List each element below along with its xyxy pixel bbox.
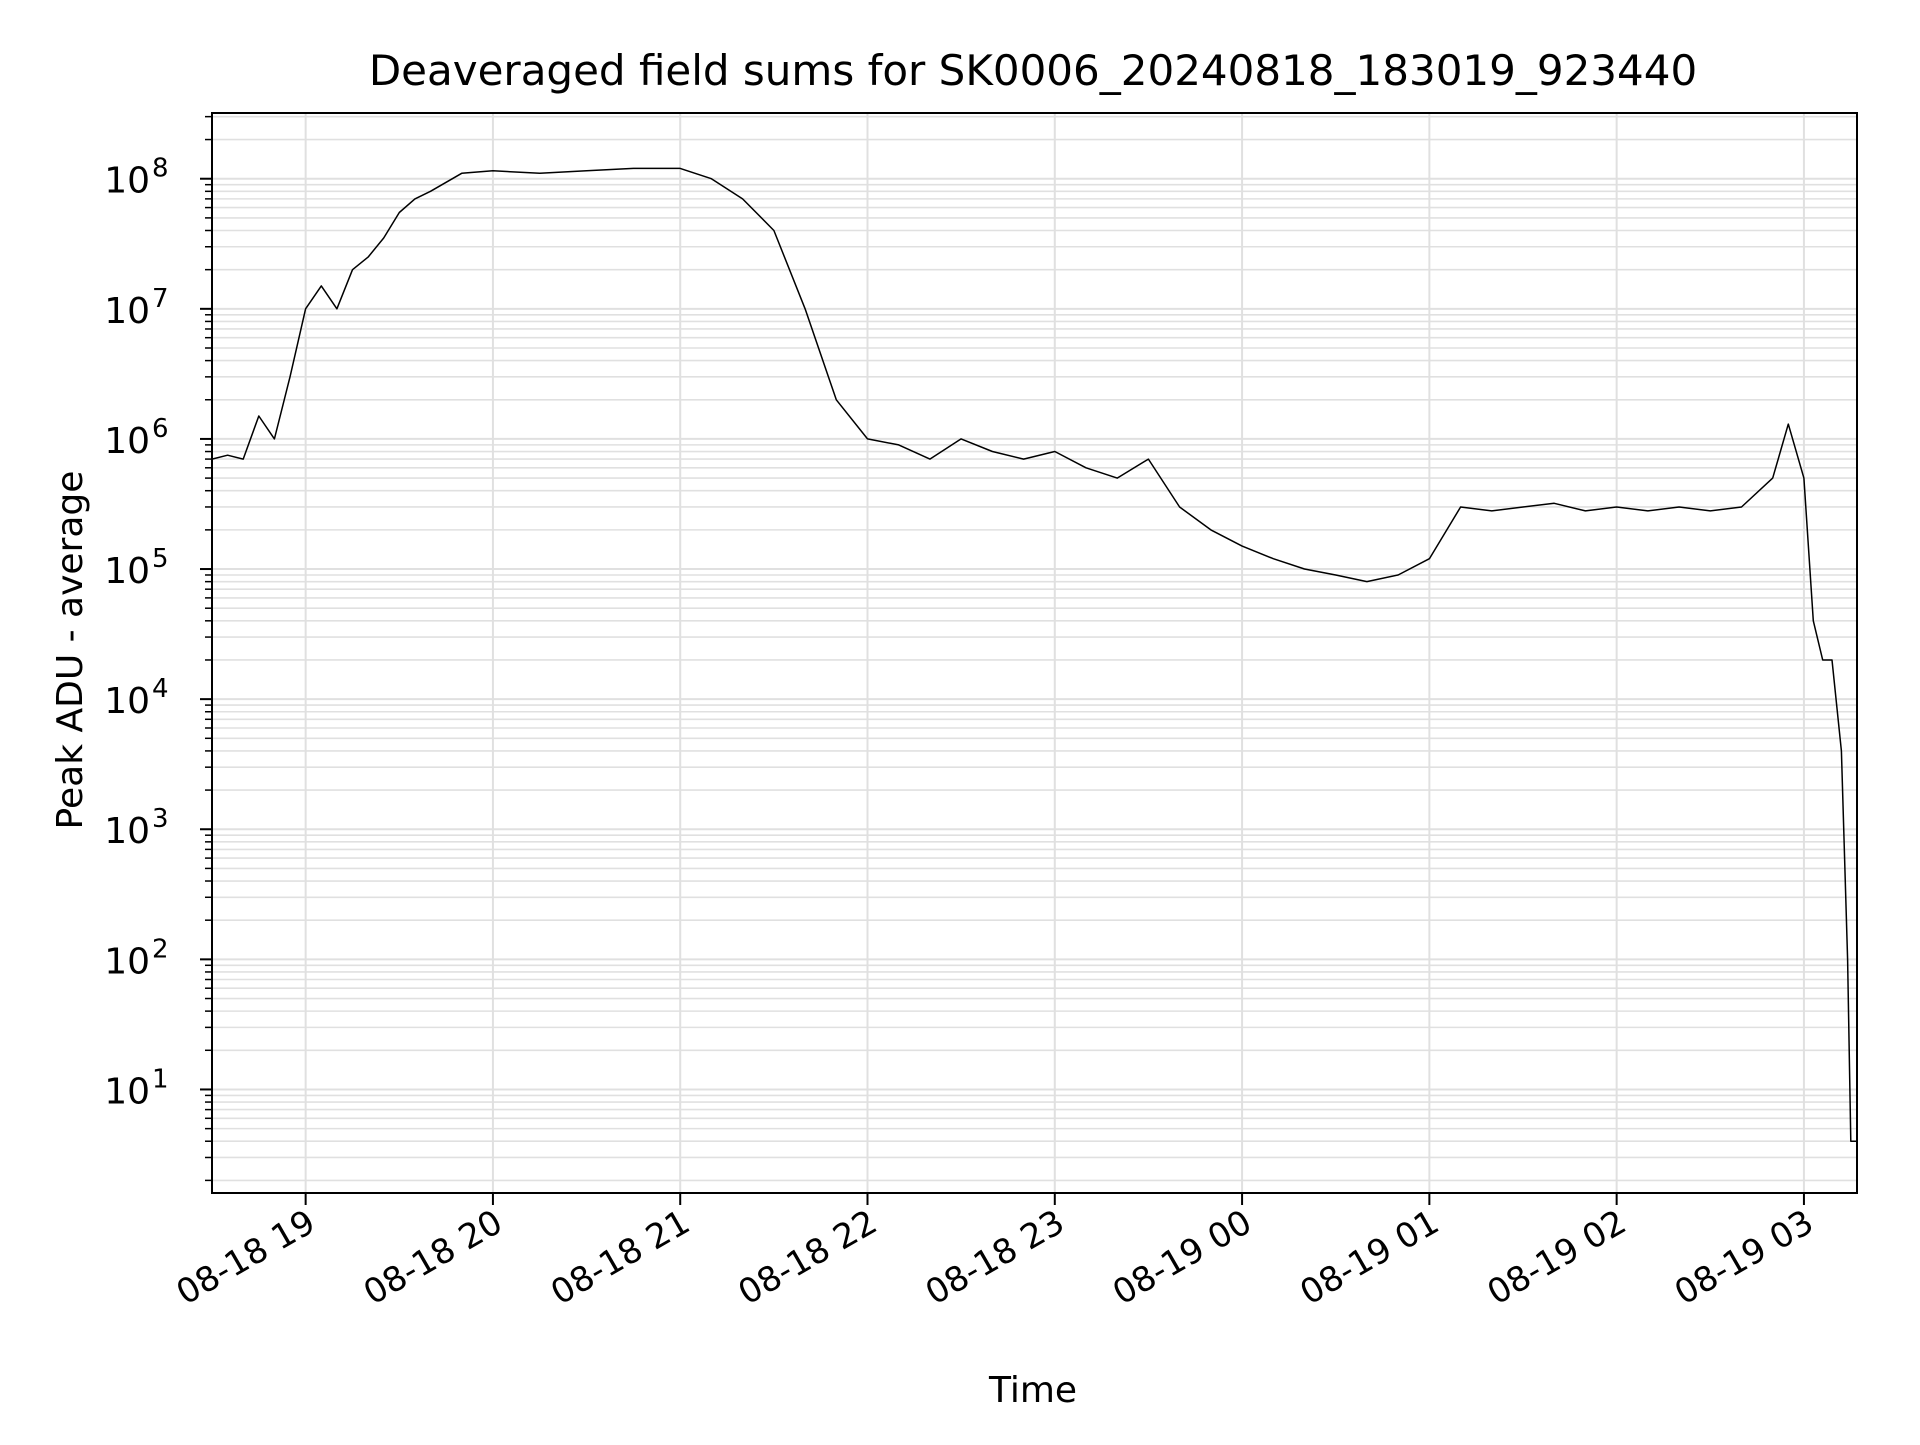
y-tick-label-exponent: 3 bbox=[152, 804, 169, 834]
series-line bbox=[211, 167, 1857, 1142]
y-tick-label-exponent: 5 bbox=[152, 544, 169, 574]
y-tick-label: 10 bbox=[104, 161, 150, 202]
y-tick-label-exponent: 8 bbox=[152, 154, 169, 184]
axes-frame bbox=[211, 112, 1858, 1194]
y-tick-label-exponent: 7 bbox=[152, 284, 169, 314]
plot-area bbox=[211, 167, 1857, 1142]
y-axis-label: Peak ADU - average bbox=[50, 471, 91, 830]
y-tick-label-exponent: 1 bbox=[152, 1064, 169, 1094]
y-tick-label: 10 bbox=[104, 811, 150, 852]
chart-title: Deaveraged field sums for SK0006_2024081… bbox=[369, 46, 1697, 95]
y-tick-label: 10 bbox=[104, 1071, 150, 1112]
y-tick-label: 10 bbox=[104, 291, 150, 332]
y-tick-label: 10 bbox=[104, 551, 150, 592]
y-tick-label-exponent: 6 bbox=[152, 414, 169, 444]
y-tick-label: 10 bbox=[104, 421, 150, 462]
x-axis-label: Time bbox=[988, 1370, 1077, 1411]
y-tick-label: 10 bbox=[104, 681, 150, 722]
y-tick-label: 10 bbox=[104, 941, 150, 982]
grid bbox=[212, 113, 1857, 1193]
y-tick-label-exponent: 4 bbox=[152, 674, 169, 704]
y-tick-label-exponent: 2 bbox=[152, 934, 169, 964]
